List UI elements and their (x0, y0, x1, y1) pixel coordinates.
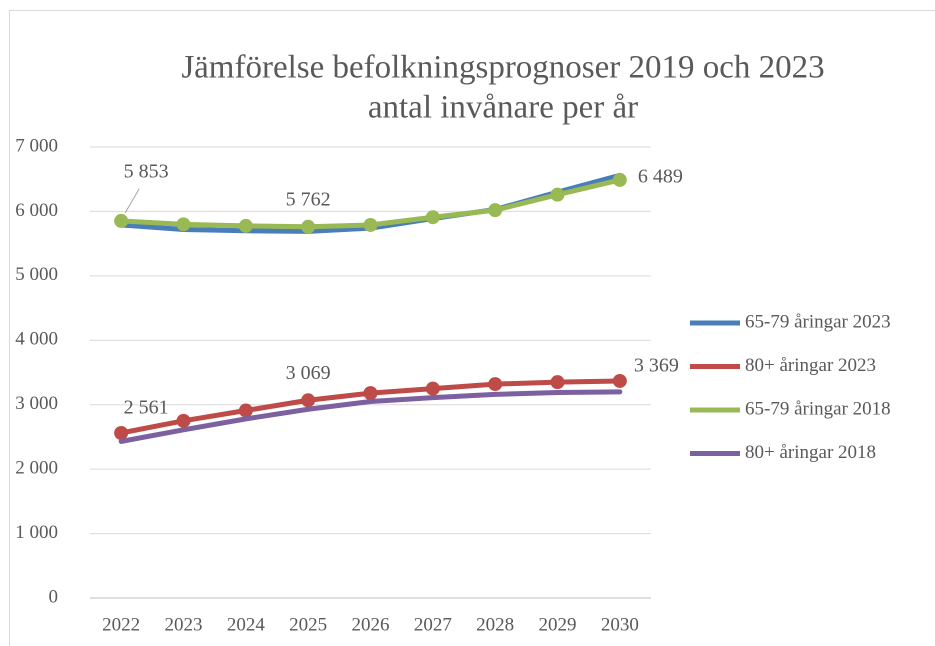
x-tick-label: 2022 (102, 614, 140, 635)
x-tick-label: 2025 (289, 614, 327, 635)
marker (488, 203, 503, 218)
data-label: 5 853 (124, 160, 169, 182)
marker (114, 425, 129, 440)
marker (363, 386, 378, 401)
marker (612, 373, 627, 388)
legend-label: 80+ åringar 2023 (745, 355, 876, 376)
x-tick-label: 2027 (414, 614, 452, 635)
y-tick-label: 0 (49, 586, 59, 607)
data-label: 2 561 (124, 397, 169, 419)
marker (425, 210, 440, 225)
marker (363, 217, 378, 232)
y-tick-label: 1 000 (15, 522, 58, 543)
marker (488, 377, 503, 392)
legend-label: 80+ åringar 2018 (745, 442, 876, 463)
series-line (118, 389, 623, 444)
marker (238, 403, 253, 418)
x-tick-label: 2026 (352, 614, 390, 635)
y-tick-label: 6 000 (15, 200, 58, 221)
legend-label: 65-79 åringar 2018 (745, 398, 891, 419)
label-leader (124, 188, 140, 214)
y-tick-label: 4 000 (15, 329, 58, 350)
marker (425, 381, 440, 396)
marker (114, 213, 129, 228)
legend-label: 65-79 åringar 2023 (745, 311, 891, 332)
data-label: 3 369 (634, 355, 679, 377)
chart-subtitle: antal invånare per år (368, 90, 638, 126)
data-label: 6 489 (638, 166, 683, 188)
marker (176, 413, 191, 428)
data-label: 3 069 (286, 362, 331, 384)
marker (550, 187, 565, 202)
marker (301, 393, 316, 408)
y-tick-label: 7 000 (15, 135, 58, 156)
x-tick-label: 2024 (227, 614, 266, 635)
x-tick-label: 2023 (165, 614, 203, 635)
marker (550, 375, 565, 390)
marker (176, 217, 191, 232)
y-tick-label: 3 000 (15, 393, 58, 414)
marker (301, 219, 316, 234)
marker (612, 172, 627, 187)
x-tick-label: 2030 (601, 614, 639, 635)
x-tick-label: 2029 (539, 614, 577, 635)
data-label: 5 762 (286, 188, 331, 210)
chart-title: Jämförelse befolkningsprognoser 2019 och… (181, 50, 824, 86)
x-tick-label: 2028 (476, 614, 514, 635)
marker (238, 218, 253, 233)
y-tick-label: 5 000 (15, 264, 58, 285)
chart-frame (9, 10, 935, 646)
y-tick-label: 2 000 (15, 458, 58, 479)
